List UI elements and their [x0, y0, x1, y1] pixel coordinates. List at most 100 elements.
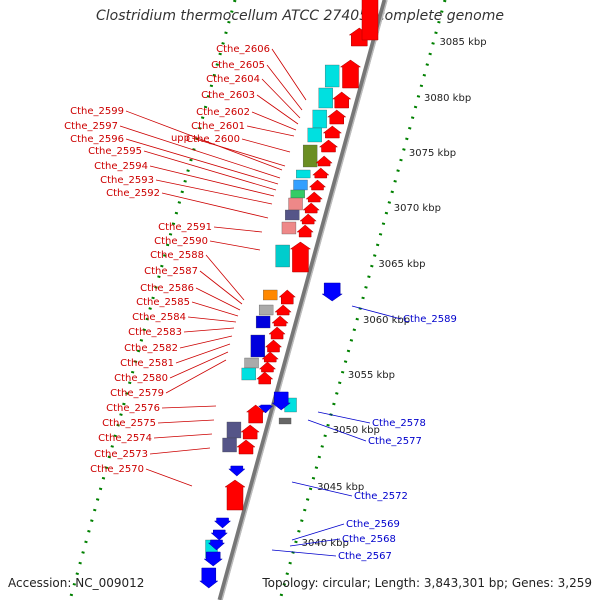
forward-gene-arrow-10 — [302, 202, 320, 214]
forward-gene-label: Cthe_2586 — [140, 283, 194, 294]
kbp-tick-label: 3055 kbp — [348, 370, 395, 381]
forward-gene-arrow-19 — [261, 351, 279, 363]
forward-gene-label: Cthe_2593 — [100, 175, 154, 186]
accession-text: Accession: NC_009012 — [8, 576, 145, 590]
cog-box-rev-1 — [278, 417, 292, 425]
cog-category-boxes — [205, 64, 340, 559]
forward-gene-arrow-8 — [308, 179, 327, 191]
forward-label-leader — [246, 125, 295, 137]
forward-gene-label: Cthe_2600 — [186, 134, 240, 145]
forward-label-leader — [191, 137, 286, 167]
reverse-gene-arrow-2 — [258, 404, 274, 414]
forward-gene-label: Cthe_2596 — [70, 134, 124, 145]
map-title: Clostridium thermocellum ATCC 27405, com… — [96, 8, 504, 24]
forward-label-leader — [191, 301, 239, 317]
forward-gene-arrow-6 — [315, 155, 333, 167]
forward-gene-label: Cthe_2592 — [106, 188, 160, 199]
forward-gene-arrow-22 — [245, 404, 266, 424]
reverse-gene-label: Cthe_2577 — [368, 436, 422, 447]
forward-gene-label: Cthe_2606 — [216, 44, 270, 55]
reverse-gene-label: Cthe_2567 — [338, 551, 392, 562]
reverse-label-leader — [307, 419, 367, 442]
forward-gene-label: Cthe_2570 — [90, 464, 144, 475]
reverse-label-leader — [289, 538, 341, 547]
forward-gene-label: Cthe_2604 — [206, 74, 260, 85]
forward-label-leader — [125, 110, 283, 171]
label-leader-lines — [119, 48, 402, 557]
left-ruler-dotted-line — [68, 0, 237, 600]
cog-box-16 — [244, 357, 259, 369]
cog-box-3 — [307, 127, 322, 143]
forward-label-leader — [153, 433, 213, 439]
topology-info-text: Topology: circular; Length: 3,843,301 bp… — [262, 576, 592, 590]
cog-box-6 — [293, 179, 308, 191]
forward-gene-label: Cthe_2583 — [128, 327, 182, 338]
kbp-tick-label: 3080 kbp — [424, 93, 471, 104]
kbp-tick-label: 3045 kbp — [317, 482, 364, 493]
reverse-label-leader — [271, 549, 337, 557]
reverse-gene-arrow-6 — [207, 539, 226, 551]
forward-label-leader — [161, 192, 269, 219]
forward-gene-label: Cthe_2575 — [102, 418, 156, 429]
forward-label-leader — [205, 254, 245, 301]
forward-label-leader — [125, 138, 279, 185]
forward-gene-label: Cthe_2581 — [120, 358, 174, 369]
gene-labels: Cthe_2606 Cthe_2605 Cthe_2604 Cthe_2603 Cthe… — [64, 44, 457, 562]
cog-box-2 — [312, 109, 327, 129]
forward-gene-label: Cthe_2576 — [106, 403, 160, 414]
forward-label-leader — [165, 359, 227, 394]
forward-gene-arrow-23 — [240, 424, 260, 440]
forward-gene-label: Cthe_2582 — [124, 343, 178, 354]
forward-label-leader — [149, 165, 275, 197]
forward-gene-label: Cthe_2580 — [114, 373, 168, 384]
forward-gene-label: Cthe_2588 — [150, 250, 204, 261]
reverse-label-leader — [317, 411, 371, 424]
forward-label-leader — [175, 343, 231, 364]
reverse-label-leader — [351, 305, 402, 320]
forward-gene-label: Cthe_2591 — [158, 222, 212, 233]
forward-label-leader — [161, 405, 217, 409]
cog-box-0 — [324, 64, 340, 88]
forward-gene-label: Cthe_2599 — [70, 106, 124, 117]
forward-gene-arrow-25 — [224, 479, 246, 511]
cog-box-7 — [290, 189, 305, 199]
forward-gene-arrow-1 — [339, 59, 362, 89]
cog-box-18 — [226, 421, 242, 439]
cog-box-19 — [222, 437, 237, 453]
forward-gene-arrow-3 — [327, 109, 347, 125]
forward-gene-label: Cthe_2602 — [196, 107, 250, 118]
forward-label-leader — [157, 419, 215, 424]
forward-gene-arrow-14 — [278, 289, 296, 305]
forward-gene-arrow-9 — [305, 191, 323, 203]
forward-gene-label: Cthe_2584 — [132, 312, 186, 323]
ruler-lines — [68, 0, 447, 600]
forward-gene-label: Cthe_2579 — [110, 388, 164, 399]
forward-gene-label: Cthe_2585 — [136, 297, 190, 308]
reverse-gene-label: Cthe_2569 — [346, 519, 400, 530]
kbp-tick-label: 3075 kbp — [409, 148, 456, 159]
cog-box-15 — [250, 334, 266, 358]
forward-gene-arrow-5 — [318, 139, 339, 153]
reverse-label-leader — [291, 481, 353, 497]
forward-label-leader — [187, 316, 237, 323]
kbp-tick-label: 3060 kbp — [363, 315, 410, 326]
reverse-gene-label: Cthe_2578 — [372, 418, 426, 429]
cog-box-1 — [318, 87, 333, 109]
reverse-gene-arrow-4 — [213, 517, 232, 529]
genome-backbone — [217, 0, 388, 600]
forward-label-leader — [251, 111, 297, 131]
forward-gene-label: Cthe_2594 — [94, 161, 148, 172]
forward-gene-arrow-11 — [299, 213, 317, 225]
forward-label-leader — [195, 287, 241, 311]
forward-gene-arrow-top — [361, 0, 379, 41]
forward-gene-arrow-15 — [274, 304, 292, 316]
forward-gene-label: Cthe_2601 — [191, 121, 245, 132]
reverse-gene-arrow-3 — [228, 465, 246, 477]
forward-label-leader — [256, 94, 299, 125]
kbp-tick-label: 3040 kbp — [302, 538, 349, 549]
cog-box-11 — [275, 244, 290, 268]
reverse-gene-label: Cthe_2568 — [342, 534, 396, 545]
cog-box-5 — [296, 169, 311, 179]
forward-gene-arrow-18 — [264, 339, 283, 353]
forward-label-leader — [155, 179, 273, 205]
